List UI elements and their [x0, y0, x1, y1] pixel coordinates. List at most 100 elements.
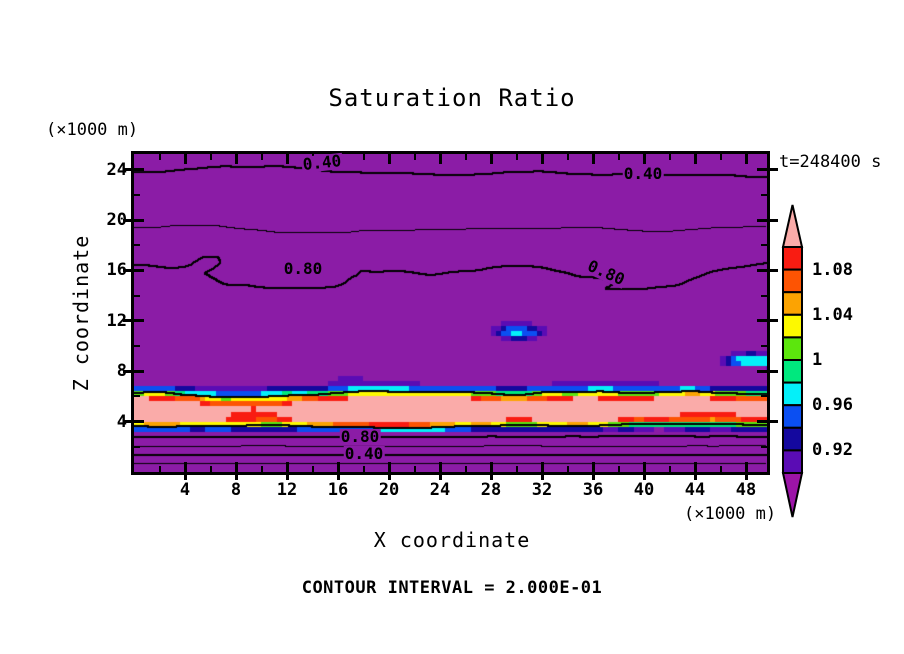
colorbar-segment [782, 336, 803, 361]
contour-value-label: 0.80 [339, 427, 381, 446]
tick-mark [134, 319, 144, 323]
tick-mark [438, 154, 442, 164]
x-tick-label: 28 [480, 480, 502, 500]
tick-mark [158, 154, 161, 160]
colorbar-segment [782, 404, 803, 429]
y-tick-label: 12 [106, 310, 127, 331]
x-axis-unit-label: (×1000 m) [684, 504, 777, 524]
contour-value-label: 0.40 [301, 151, 343, 174]
colorbar-tick-label: 1 [812, 350, 823, 370]
tick-mark [757, 268, 767, 272]
tick-mark [757, 319, 767, 323]
colorbar [781, 204, 804, 518]
tick-mark [489, 154, 493, 164]
contour-value-label: 0.40 [622, 164, 664, 183]
tick-mark [123, 420, 131, 424]
tick-mark [134, 294, 140, 297]
tick-mark [566, 154, 569, 160]
tick-mark [311, 466, 314, 472]
tick-mark [387, 154, 391, 164]
tick-mark [413, 466, 416, 472]
tick-mark [234, 462, 238, 472]
saturation-field-canvas [134, 154, 767, 472]
colorbar-above-range-arrow [781, 204, 804, 248]
colorbar-tick-label: 1.04 [812, 304, 853, 325]
tick-mark [234, 154, 238, 164]
tick-mark [668, 154, 671, 160]
y-tick-label: 4 [116, 411, 127, 432]
tick-mark [489, 462, 493, 472]
contour-value-label: 0.40 [343, 444, 385, 463]
colorbar-segment [782, 313, 803, 339]
tick-mark [134, 168, 144, 172]
tick-mark [438, 462, 442, 472]
tick-mark [134, 193, 140, 196]
tick-mark [134, 445, 140, 448]
contour-value-label: 0.80 [282, 259, 324, 278]
tick-mark [770, 218, 778, 222]
tick-mark [770, 168, 778, 172]
tick-mark [336, 475, 340, 480]
tick-mark [642, 462, 646, 472]
tick-mark [123, 319, 131, 323]
tick-mark [757, 420, 767, 424]
x-tick-label: 12 [276, 480, 298, 500]
colorbar-segment [782, 381, 803, 407]
tick-mark [719, 466, 722, 472]
tick-mark [123, 168, 131, 172]
colorbar-tick-label: 0.96 [812, 395, 853, 416]
tick-mark [134, 244, 140, 247]
tick-mark [617, 154, 620, 160]
tick-mark [540, 475, 544, 480]
tick-mark [362, 154, 365, 160]
tick-mark [761, 294, 767, 297]
tick-mark [285, 475, 289, 480]
tick-mark [617, 466, 620, 472]
x-tick-label: 24 [429, 480, 451, 500]
tick-mark [209, 154, 212, 160]
colorbar-tick-label: 1.08 [812, 259, 853, 280]
tick-mark [757, 218, 767, 222]
y-tick-label: 20 [106, 210, 127, 230]
tick-mark [260, 466, 263, 472]
figure-title: Saturation Ratio [328, 84, 576, 112]
tick-mark [387, 475, 391, 480]
y-tick-label: 8 [116, 361, 127, 382]
tick-mark [693, 154, 697, 164]
tick-mark [642, 154, 646, 164]
tick-mark [183, 154, 187, 164]
tick-mark [413, 154, 416, 160]
tick-mark [134, 268, 144, 272]
tick-mark [234, 475, 238, 480]
tick-mark [134, 395, 140, 398]
tick-mark [260, 154, 263, 160]
tick-mark [744, 462, 748, 472]
tick-mark [285, 462, 289, 472]
tick-mark [123, 218, 131, 222]
x-axis-title: X coordinate [373, 528, 531, 552]
tick-mark [591, 475, 595, 480]
x-tick-label: 32 [531, 480, 553, 500]
tick-mark [438, 475, 442, 480]
y-axis-unit-label: (×1000 m) [46, 120, 139, 140]
time-annotation: t=248400 s [779, 152, 882, 172]
tick-mark [770, 420, 778, 424]
colorbar-segment [782, 359, 803, 384]
tick-mark [515, 154, 518, 160]
x-tick-label: 8 [230, 480, 242, 500]
tick-mark [668, 466, 671, 472]
x-tick-label: 16 [327, 480, 349, 500]
tick-mark [770, 268, 778, 272]
colorbar-segment [782, 449, 803, 474]
tick-mark [183, 475, 187, 480]
tick-mark [761, 244, 767, 247]
x-tick-label: 48 [735, 480, 757, 500]
tick-mark [761, 395, 767, 398]
colorbar-segment [782, 246, 803, 271]
x-tick-label: 36 [582, 480, 604, 500]
tick-mark [540, 154, 544, 164]
colorbar-tick-label: 0.92 [812, 440, 853, 461]
tick-mark [134, 345, 140, 347]
tick-mark [336, 462, 340, 472]
tick-mark [362, 466, 365, 472]
